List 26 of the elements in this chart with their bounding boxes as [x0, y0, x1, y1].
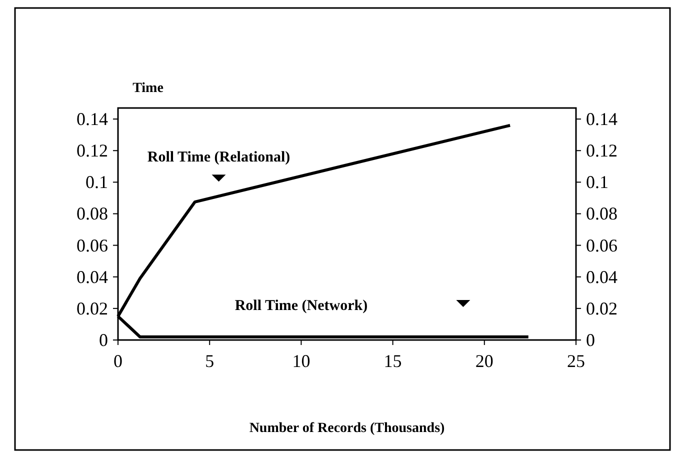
- series-label: Roll Time (Relational): [147, 150, 290, 166]
- y-tick-label: 0.06: [76, 235, 108, 256]
- y2-tick-label: 0.12: [586, 140, 618, 161]
- y2-tick-label: 0.14: [586, 109, 618, 130]
- y2-tick-label: 0.06: [586, 235, 618, 256]
- y-tick-label: 0.12: [76, 140, 108, 161]
- x-tick-label: 15: [384, 351, 402, 371]
- series-label: Roll Time (Network): [234, 298, 368, 314]
- y-tick-label: 0.02: [76, 298, 108, 318]
- y-axis-title: Time: [132, 81, 164, 96]
- y2-tick-label: 0.02: [586, 298, 618, 318]
- y-tick-label: 0: [99, 330, 108, 350]
- x-axis-title: Number of Records (Thousands): [249, 421, 446, 436]
- x-tick-label: 10: [292, 351, 310, 371]
- y-tick-label: 0.14: [76, 109, 108, 130]
- x-tick-label: 5: [205, 351, 214, 371]
- y2-tick-label: 0.1: [586, 172, 608, 192]
- y-tick-label: 0.08: [76, 204, 108, 224]
- x-tick-label: 25: [567, 351, 585, 371]
- y-tick-label: 0.04: [76, 266, 108, 287]
- y2-tick-label: 0.08: [586, 204, 618, 224]
- x-tick-label: 20: [475, 351, 494, 371]
- y2-tick-label: 0: [586, 330, 595, 350]
- x-tick-label: 0: [114, 351, 122, 371]
- y2-tick-label: 0.04: [586, 266, 618, 287]
- y-tick-label: 0.1: [86, 172, 108, 192]
